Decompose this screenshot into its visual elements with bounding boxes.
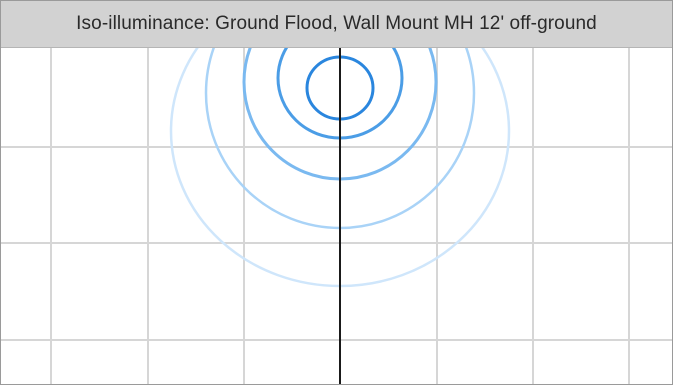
title-bar: Iso-illuminance: Ground Flood, Wall Moun…	[1, 1, 672, 48]
diagram-title: Iso-illuminance: Ground Flood, Wall Moun…	[76, 13, 597, 34]
plot-area	[1, 48, 672, 384]
iso-illuminance-plot	[1, 48, 672, 384]
grid	[1, 48, 672, 384]
